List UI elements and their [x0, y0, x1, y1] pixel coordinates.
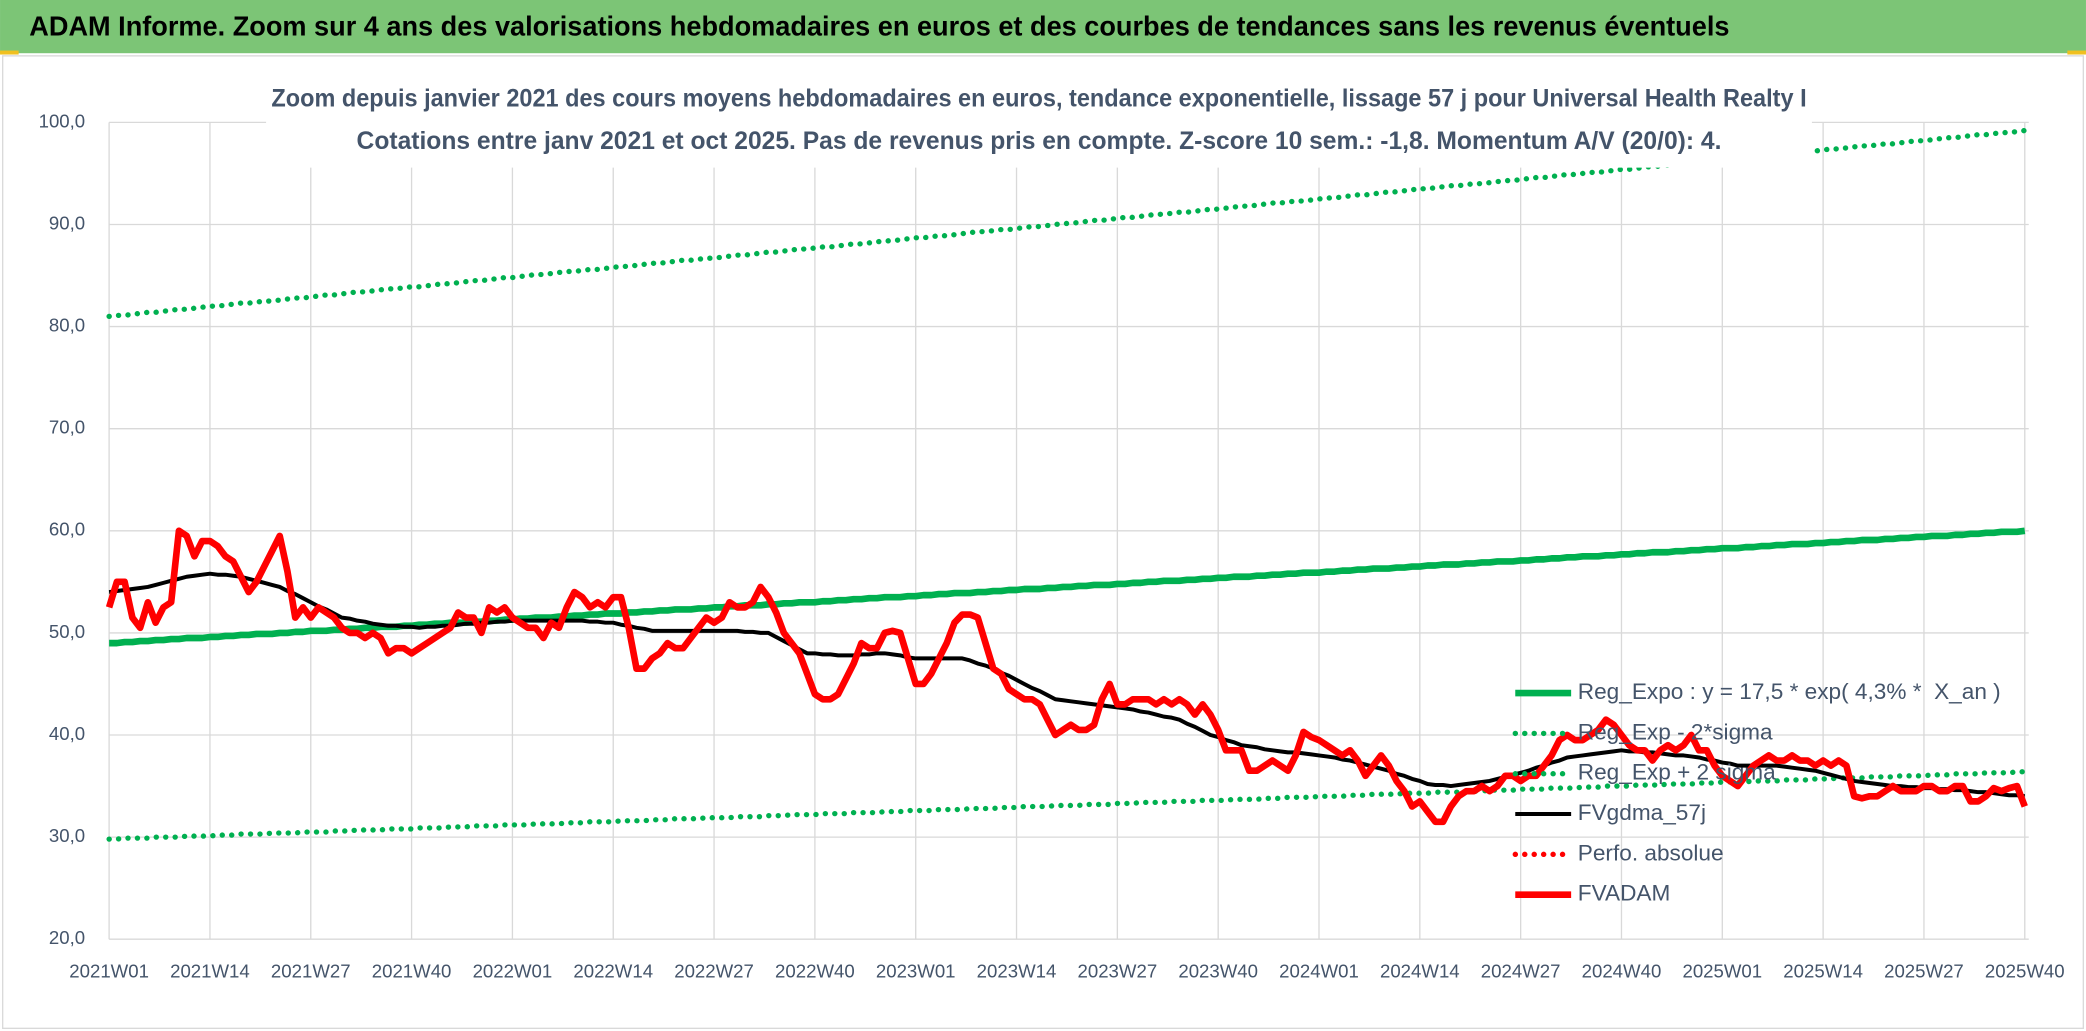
x-tick-label: 2025W01 [1682, 960, 1762, 981]
y-tick-label: 90,0 [49, 212, 85, 233]
x-tick-label: 2025W27 [1884, 960, 1964, 981]
header-title: ADAM Informe. Zoom sur 4 ans des valoris… [29, 10, 1729, 41]
chart-frame [2, 55, 2084, 1030]
chart-title: Zoom depuis janvier 2021 des cours moyen… [271, 84, 1806, 112]
header-corner [0, 50, 19, 55]
x-tick-label: 2023W01 [876, 960, 956, 981]
series-line [105, 527, 2028, 826]
y-tick-label: 100,0 [39, 110, 86, 131]
series-line [106, 769, 2028, 842]
title-box [266, 77, 1812, 168]
series-line [109, 527, 2026, 647]
x-tick-label: 2023W27 [1078, 960, 1158, 981]
x-tick-label: 2021W01 [69, 960, 149, 981]
x-tick-label: 2024W01 [1279, 960, 1359, 981]
x-tick-label: 2024W40 [1582, 960, 1662, 981]
legend-label: FVADAM [1578, 881, 1671, 906]
chart-subtitle: Cotations entre janv 2021 et oct 2025. P… [357, 127, 1722, 155]
header-bar [0, 0, 2086, 54]
x-tick-label: 2021W40 [372, 960, 452, 981]
x-tick-label: 2022W01 [473, 960, 553, 981]
legend-label: Reg_Expo : y = 17,5 * exp( 4,3% * X_an ) [1578, 679, 2001, 704]
legend-label: FVgdma_57j [1578, 800, 1706, 825]
x-tick-label: 2025W40 [1985, 960, 2065, 981]
y-tick-label: 60,0 [49, 519, 85, 540]
header-corner [2067, 50, 2086, 55]
x-tick-label: 2025W14 [1783, 960, 1863, 981]
y-tick-label: 30,0 [49, 825, 85, 846]
y-tick-label: 20,0 [49, 927, 85, 948]
x-tick-label: 2022W14 [573, 960, 653, 981]
x-tick-label: 2022W40 [775, 960, 855, 981]
legend-label: Reg_Exp + 2 sigma [1578, 760, 1776, 785]
y-tick-label: 70,0 [49, 417, 85, 438]
y-tick-label: 40,0 [49, 723, 85, 744]
y-tick-label: 80,0 [49, 315, 85, 336]
x-tick-label: 2024W27 [1481, 960, 1561, 981]
legend: Reg_Expo : y = 17,5 * exp( 4,3% * X_an )… [1512, 679, 2001, 906]
x-tick-label: 2022W27 [674, 960, 754, 981]
x-tick-label: 2024W14 [1380, 960, 1460, 981]
x-tick-label: 2023W40 [1178, 960, 1258, 981]
legend-label: Perfo. absolue [1578, 840, 1724, 865]
series-line [108, 571, 2026, 799]
x-tick-label: 2021W14 [170, 960, 250, 981]
y-tick-label: 50,0 [49, 621, 85, 642]
x-tick-label: 2023W14 [977, 960, 1057, 981]
x-tick-label: 2021W27 [271, 960, 351, 981]
legend-label: Reg_Exp - 2*sigma [1578, 719, 1773, 744]
